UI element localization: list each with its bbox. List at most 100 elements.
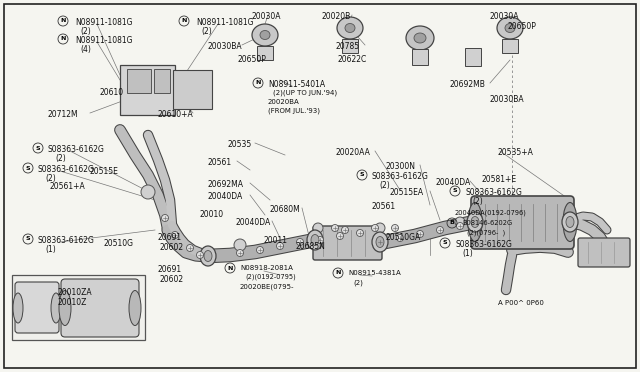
Text: 20785: 20785 bbox=[335, 42, 359, 51]
Ellipse shape bbox=[467, 212, 483, 232]
Text: 20561+A: 20561+A bbox=[50, 182, 86, 191]
Text: 20020AA: 20020AA bbox=[335, 148, 370, 157]
Text: S: S bbox=[36, 145, 40, 151]
Text: N: N bbox=[255, 80, 260, 86]
Text: N: N bbox=[335, 270, 340, 276]
Text: (2): (2) bbox=[201, 27, 212, 36]
Text: 20691: 20691 bbox=[158, 233, 182, 242]
Circle shape bbox=[436, 227, 444, 234]
Text: S08363-6162G: S08363-6162G bbox=[372, 172, 429, 181]
Text: 20010ZA: 20010ZA bbox=[58, 288, 93, 297]
Text: 20712M: 20712M bbox=[48, 110, 79, 119]
Ellipse shape bbox=[311, 234, 319, 246]
Text: (1): (1) bbox=[45, 245, 56, 254]
Text: 20602: 20602 bbox=[160, 243, 184, 252]
Text: S: S bbox=[452, 189, 458, 193]
Polygon shape bbox=[120, 65, 175, 115]
Text: B: B bbox=[449, 221, 454, 225]
Text: N: N bbox=[227, 266, 233, 270]
Ellipse shape bbox=[234, 239, 246, 251]
Text: N08911-1081G: N08911-1081G bbox=[75, 36, 132, 45]
FancyBboxPatch shape bbox=[578, 238, 630, 267]
FancyBboxPatch shape bbox=[154, 69, 170, 93]
Text: 20561: 20561 bbox=[207, 158, 231, 167]
Text: S08363-6162G: S08363-6162G bbox=[38, 165, 95, 174]
Ellipse shape bbox=[563, 202, 577, 241]
Bar bbox=[257, 46, 273, 60]
Circle shape bbox=[356, 230, 364, 237]
Text: 20020BA: 20020BA bbox=[268, 99, 300, 105]
FancyBboxPatch shape bbox=[61, 279, 139, 337]
Text: 20602: 20602 bbox=[160, 275, 184, 284]
Circle shape bbox=[317, 237, 323, 244]
Text: S08363-6162G: S08363-6162G bbox=[48, 145, 105, 154]
Circle shape bbox=[456, 222, 463, 230]
Text: 20510GA: 20510GA bbox=[386, 233, 421, 242]
FancyBboxPatch shape bbox=[471, 196, 574, 249]
Text: 20610+A: 20610+A bbox=[158, 110, 194, 119]
Ellipse shape bbox=[307, 230, 323, 250]
Circle shape bbox=[392, 224, 399, 231]
Text: 20020BE(0795-: 20020BE(0795- bbox=[240, 284, 294, 291]
Text: (2): (2) bbox=[55, 154, 66, 163]
Circle shape bbox=[296, 238, 303, 246]
Text: 20030BA: 20030BA bbox=[490, 95, 525, 104]
Ellipse shape bbox=[313, 223, 323, 233]
Bar bbox=[465, 48, 481, 66]
Text: B08146-6202G: B08146-6202G bbox=[462, 220, 512, 226]
Text: (2): (2) bbox=[80, 27, 91, 36]
Text: 20030A: 20030A bbox=[252, 12, 282, 21]
Text: 20030BA: 20030BA bbox=[208, 42, 243, 51]
Text: 20581+E: 20581+E bbox=[482, 175, 517, 184]
Text: S08363-6162G: S08363-6162G bbox=[455, 240, 512, 249]
Text: (2): (2) bbox=[353, 279, 363, 285]
Bar bbox=[342, 39, 358, 53]
Text: S08363-6162G: S08363-6162G bbox=[465, 188, 522, 197]
Text: 20622C: 20622C bbox=[337, 55, 366, 64]
Text: 20040DA: 20040DA bbox=[207, 192, 243, 201]
Text: 20561: 20561 bbox=[372, 202, 396, 211]
Text: (2)(UP TO JUN.'94): (2)(UP TO JUN.'94) bbox=[273, 89, 337, 96]
Circle shape bbox=[161, 215, 168, 221]
Text: 20510G: 20510G bbox=[103, 239, 133, 248]
Text: 20680M: 20680M bbox=[270, 205, 301, 214]
Text: 20610: 20610 bbox=[100, 88, 124, 97]
FancyBboxPatch shape bbox=[173, 70, 212, 109]
Text: (2): (2) bbox=[379, 181, 390, 190]
Text: N: N bbox=[181, 19, 187, 23]
Ellipse shape bbox=[562, 212, 578, 232]
Ellipse shape bbox=[345, 23, 355, 32]
Text: 20535+A: 20535+A bbox=[498, 148, 534, 157]
Ellipse shape bbox=[51, 293, 61, 323]
Text: N08911-1081G: N08911-1081G bbox=[196, 18, 253, 27]
Ellipse shape bbox=[200, 246, 216, 266]
Text: 20650P: 20650P bbox=[508, 22, 537, 31]
Ellipse shape bbox=[372, 232, 388, 252]
Circle shape bbox=[417, 231, 424, 237]
Text: 20515E: 20515E bbox=[90, 167, 119, 176]
Ellipse shape bbox=[375, 223, 385, 233]
Ellipse shape bbox=[406, 26, 434, 50]
Circle shape bbox=[337, 232, 344, 240]
Circle shape bbox=[276, 243, 284, 250]
Text: N: N bbox=[60, 19, 66, 23]
Text: 20535: 20535 bbox=[228, 140, 252, 149]
Text: 20515EA: 20515EA bbox=[390, 188, 424, 197]
Circle shape bbox=[397, 234, 403, 241]
Ellipse shape bbox=[455, 217, 465, 227]
Text: (2): (2) bbox=[45, 174, 56, 183]
Circle shape bbox=[342, 227, 349, 234]
Bar bbox=[412, 49, 428, 65]
Circle shape bbox=[172, 231, 179, 238]
Text: N: N bbox=[60, 36, 66, 42]
FancyBboxPatch shape bbox=[313, 226, 382, 260]
Bar bbox=[502, 39, 518, 53]
Circle shape bbox=[186, 244, 193, 251]
Ellipse shape bbox=[141, 185, 155, 199]
Ellipse shape bbox=[13, 293, 23, 323]
Text: 20692MA: 20692MA bbox=[207, 180, 243, 189]
Text: S: S bbox=[360, 173, 364, 177]
Ellipse shape bbox=[204, 250, 212, 262]
Text: (1): (1) bbox=[462, 249, 473, 258]
Ellipse shape bbox=[252, 24, 278, 46]
